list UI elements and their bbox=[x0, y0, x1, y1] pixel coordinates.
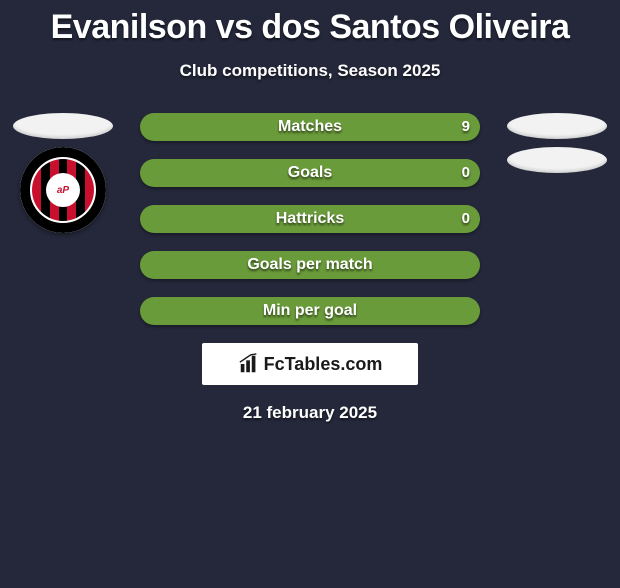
page-title: Evanilson vs dos Santos Oliveira bbox=[0, 8, 620, 47]
stat-bar-goals: Goals 0 bbox=[140, 159, 480, 187]
stat-right-value: 0 bbox=[462, 159, 470, 187]
stat-right-value: 0 bbox=[462, 205, 470, 233]
badge-ellipse bbox=[507, 113, 607, 139]
stat-bar-min-per-goal: Min per goal bbox=[140, 297, 480, 325]
stat-bar-goals-per-match: Goals per match bbox=[140, 251, 480, 279]
stat-label: Goals per match bbox=[247, 256, 372, 274]
subtitle: Club competitions, Season 2025 bbox=[0, 61, 620, 81]
stat-bars: Matches 9 Goals 0 Hattricks 0 Goals per … bbox=[140, 113, 480, 325]
date-text: 21 february 2025 bbox=[0, 403, 620, 423]
stat-bar-hattricks: Hattricks 0 bbox=[140, 205, 480, 233]
logo-center-text: aP bbox=[46, 173, 80, 207]
watermark-text: FcTables.com bbox=[264, 354, 383, 375]
watermark-badge: FcTables.com bbox=[202, 343, 418, 385]
stat-bar-matches: Matches 9 bbox=[140, 113, 480, 141]
stat-label: Min per goal bbox=[263, 302, 357, 320]
bar-chart-icon bbox=[238, 353, 260, 375]
left-player-badges: aP bbox=[8, 113, 118, 233]
stat-label: Hattricks bbox=[276, 210, 344, 228]
badge-ellipse bbox=[507, 147, 607, 173]
right-player-badges bbox=[502, 113, 612, 173]
badge-ellipse bbox=[13, 113, 113, 139]
stat-label: Goals bbox=[288, 164, 332, 182]
stat-right-value: 9 bbox=[462, 113, 470, 141]
club-logo-atletico-paranaense: aP bbox=[20, 147, 106, 233]
stat-label: Matches bbox=[278, 118, 342, 136]
comparison-area: aP Matches 9 Goals 0 Hattricks 0 Goals p… bbox=[0, 113, 620, 423]
